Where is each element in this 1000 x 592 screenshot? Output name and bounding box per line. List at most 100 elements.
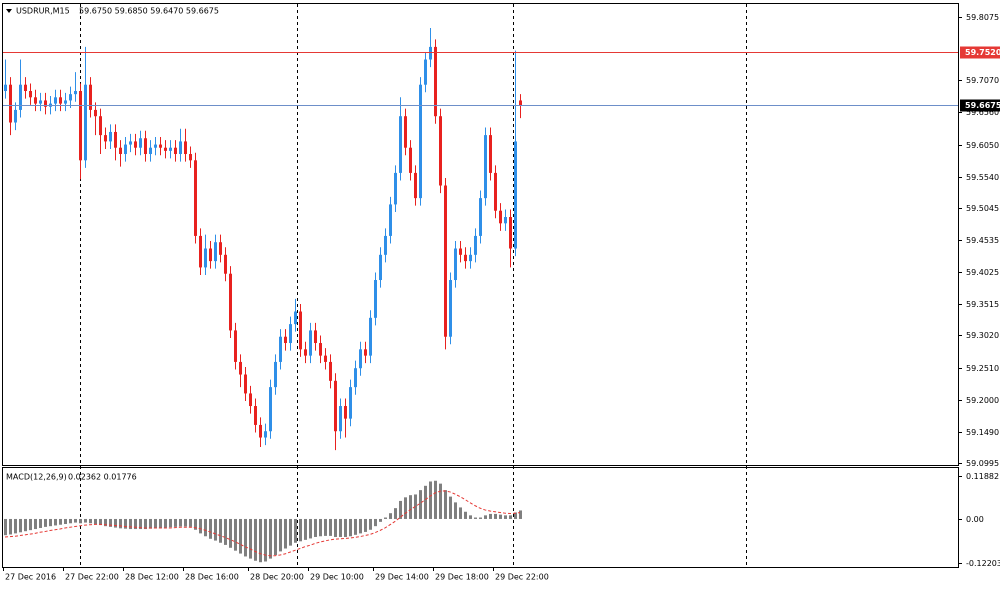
macd-bar [19, 518, 22, 533]
x-tick-label: 28 Dec 12:00 [125, 573, 179, 582]
y-tick-label: 59.2000 [966, 396, 999, 405]
macd-bar [274, 518, 277, 555]
macd-bar [64, 518, 67, 525]
macd-bar [199, 518, 202, 534]
candle-body [179, 141, 182, 155]
y-tick-label: 59.2510 [966, 364, 999, 373]
candle-body [424, 59, 427, 85]
candle-body [314, 330, 317, 344]
candle-body [309, 330, 312, 356]
macd-bar [264, 518, 267, 562]
candle-body [14, 109, 17, 123]
macd-bar [299, 518, 302, 542]
candle-body [244, 374, 247, 394]
candle-body [369, 317, 372, 356]
candle-body [79, 91, 82, 161]
price-label: 59.6675 [965, 101, 1000, 110]
macd-bar [344, 518, 347, 537]
candle-body [319, 343, 322, 356]
macd-bar [159, 518, 162, 528]
candle-body [114, 131, 117, 148]
macd-bar [174, 518, 177, 527]
ohlc-text: 59.6750 59.6850 59.6470 59.6675 [79, 7, 219, 16]
x-tick-label: 27 Dec 2016 [5, 573, 56, 582]
candle-body [474, 235, 477, 255]
candle-body [489, 135, 492, 173]
candle-body [504, 217, 507, 224]
macd-bar [474, 517, 477, 519]
candle-body [499, 210, 502, 224]
x-tick-label: 29 Dec 14:00 [375, 573, 429, 582]
candle-body [479, 198, 482, 236]
candle-body [239, 361, 242, 375]
candle-body [194, 160, 197, 236]
macd-bar [269, 518, 272, 559]
candle-body [69, 94, 72, 101]
candle-body [59, 97, 62, 104]
macd-bar [359, 518, 362, 534]
menu-arrow[interactable] [6, 9, 12, 13]
candle-body [104, 135, 107, 142]
macd-bar [169, 518, 172, 528]
macd-bar [44, 518, 47, 527]
candle-body [284, 336, 287, 344]
candle-body [89, 84, 92, 110]
candle-body [64, 100, 67, 104]
candle-body [209, 248, 212, 262]
candle-body [469, 254, 472, 262]
y-tick-label: 59.4025 [966, 268, 999, 277]
macd-bar [354, 518, 357, 535]
y-tick-label: 59.5045 [966, 204, 999, 213]
macd-bar [214, 518, 217, 541]
y-tick-label: 59.8075 [966, 13, 999, 22]
y-tick-label: 59.1490 [966, 428, 999, 437]
candle-body [464, 254, 467, 262]
macd-bar [239, 518, 242, 554]
candle-body [149, 147, 152, 155]
candle-body [84, 84, 87, 161]
macd-signal [4, 490, 521, 557]
macd-bar [424, 485, 427, 519]
macd-bar [459, 507, 462, 519]
candle-body [419, 84, 422, 199]
candle-body [344, 406, 347, 419]
x-tick-label: 29 Dec 18:00 [435, 573, 489, 582]
candle-body [39, 100, 42, 104]
candle-body [394, 172, 397, 205]
macd-bar [519, 510, 522, 519]
candle-body [164, 147, 167, 151]
macd-bar [74, 518, 77, 523]
macd-bar [114, 518, 117, 528]
price-label: 59.7520 [965, 48, 1000, 57]
macd-bar [444, 490, 447, 519]
candle-body [509, 217, 512, 249]
candle-body [414, 172, 417, 199]
candle-body [349, 387, 352, 419]
candle-body [44, 100, 47, 107]
macd-bar [374, 518, 377, 527]
macd-bar [404, 497, 407, 519]
macd-bar [439, 483, 442, 519]
candle-body [484, 135, 487, 199]
macd-bar [29, 518, 32, 531]
macd-bar [164, 518, 167, 528]
candle-body [159, 144, 162, 148]
candle-body [454, 248, 457, 281]
candle-body [249, 393, 252, 407]
macd-bar [454, 502, 457, 519]
candle-body [234, 330, 237, 362]
candle-body [409, 147, 412, 173]
macd-bar [144, 518, 147, 530]
macd-bar [509, 515, 512, 519]
macd-bar [279, 518, 282, 552]
macd-bar [129, 518, 132, 530]
macd-bar [109, 518, 112, 527]
y-tick-label: 0.00 [966, 515, 984, 524]
macd-bar [204, 518, 207, 537]
y-tick-label: -0.12203 [966, 559, 1000, 568]
macd-bar [24, 518, 27, 532]
candle-body [449, 280, 452, 337]
candle-body [434, 46, 437, 117]
